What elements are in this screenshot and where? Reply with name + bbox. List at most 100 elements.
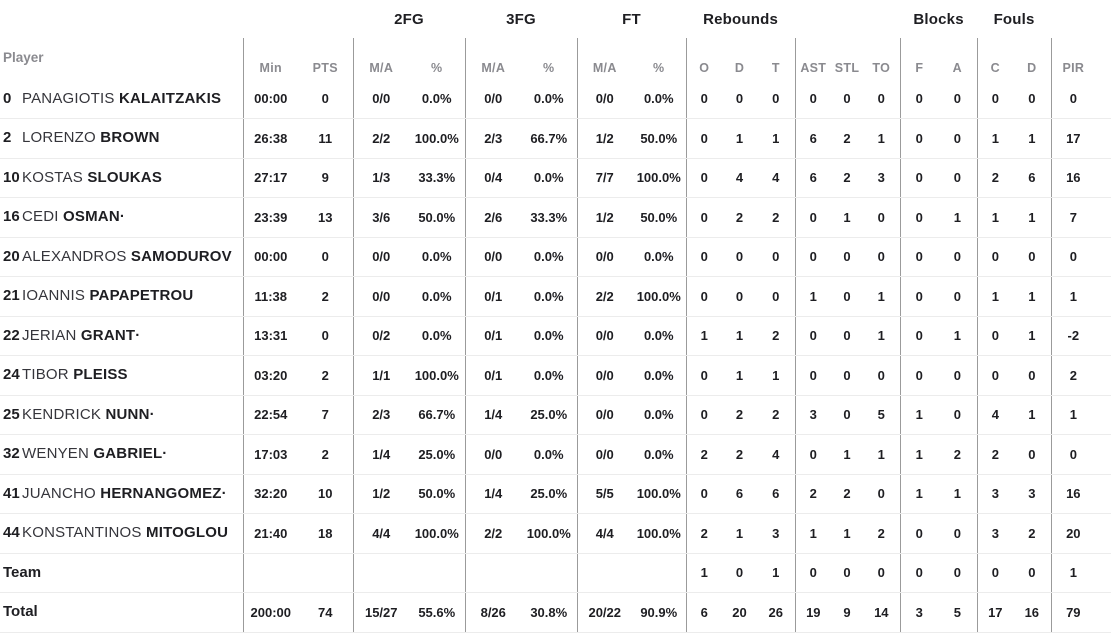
player-row: 21 IOANNIS PAPAPETROU 11:38 2 0/0 0.0% 0/1 0.0%… [0,276,1111,317]
min-cell: 26:38 [242,118,298,159]
total-row: Total 200:00 74 15/27 55.6% 8/26 30.8% 20/22 90.… [0,592,1111,633]
row-label: Team [3,563,42,581]
col-header-ast: AST [794,38,832,79]
fg3-ma-cell [464,553,521,593]
reb-t-cell: 6 [757,474,796,514]
ft-pct-cell: 100.0% [632,474,687,514]
col-header-pir: PIR [1050,38,1111,79]
min-cell: 00:00 [242,237,298,277]
fg2-pct-cell: 50.0% [409,197,465,238]
group-header-spacer-aststlto [795,0,900,38]
pir-cell: 16 [1050,158,1111,198]
fg2-ma-cell: 15/27 [352,592,409,633]
min-cell: 11:38 [242,276,298,317]
reb-d-cell: 0 [722,79,758,119]
col-header-2fg-pct: % [431,61,443,75]
fg3-ma-cell: 2/3 [464,118,521,159]
foul-d-cell: 1 [1013,197,1052,238]
player-row: 16 CEDI OSMAN· 23:39 13 3/6 50.0% 2/6 33.3% 1/2 5… [0,197,1111,238]
reb-d-cell: 1 [722,513,758,554]
player-first-name: ALEXANDROS [22,247,131,265]
player-cell: 20 ALEXANDROS SAMODUROV [0,237,243,277]
player-cell: 25 KENDRICK NUNN· [0,395,243,435]
pir-cell: 17 [1050,118,1111,159]
foul-c-cell: 2 [976,158,1014,198]
fg2-ma-cell [352,553,409,593]
min-cell [242,553,298,593]
col-header-3fg-ma: M/A [464,38,521,79]
reb-o-cell: 2 [685,513,723,554]
stl-cell: 0 [831,79,864,119]
pts-cell: 11 [298,118,353,159]
reb-d-cell: 1 [722,316,758,356]
reb-o-cell: 0 [685,474,723,514]
foul-c-cell: 0 [976,553,1014,593]
pir-cell: 79 [1050,592,1111,633]
to-cell: 14 [863,592,901,633]
reb-t-cell: 0 [757,237,796,277]
player-row: 24 TIBOR PLEISS 03:20 2 1/1 100.0% 0/1 0.0% 0/0 0… [0,355,1111,396]
player-last-name: GRANT· [80,326,141,344]
player-number: 32 [3,445,20,463]
reb-t-cell: 26 [757,592,796,633]
reb-o-cell: 0 [685,237,723,277]
blk-f-cell: 0 [899,553,939,593]
fg3-ma-cell: 0/1 [464,355,521,396]
foul-c-cell: 3 [976,474,1014,514]
player-row: 41 JUANCHO HERNANGOMEZ· 32:20 10 1/2 50.0% 1/4… [0,474,1111,514]
min-cell: 13:31 [242,316,298,356]
reb-d-cell: 20 [722,592,758,633]
min-cell: 21:40 [242,513,298,554]
foul-d-cell: 3 [1013,474,1052,514]
fg2-pct-cell: 50.0% [409,474,465,514]
fg3-pct-cell: 0.0% [521,276,577,317]
pts-cell: 2 [298,434,353,475]
fg2-pct-cell: 0.0% [409,79,465,119]
col-header-reb-t: T [771,61,780,75]
reb-o-cell: 1 [685,553,723,593]
ft-ma-cell: 2/2 [576,276,632,317]
blk-f-cell: 1 [899,434,939,475]
col-header-blk-a: A [952,61,962,75]
foul-d-cell: 1 [1013,118,1052,159]
foul-c-cell: 1 [976,118,1014,159]
player-cell: 41 JUANCHO HERNANGOMEZ· [0,474,243,514]
blk-a-cell: 0 [938,158,978,198]
fg2-ma-cell: 0/2 [352,316,409,356]
fg3-pct-cell: 30.8% [521,592,577,633]
stl-cell: 0 [831,395,864,435]
fg2-ma-cell: 0/0 [352,237,409,277]
min-cell: 23:39 [242,197,298,238]
fg2-ma-cell: 0/0 [352,276,409,317]
pts-cell [298,553,353,593]
pts-cell: 9 [298,158,353,198]
player-row: 20 ALEXANDROS SAMODUROV 00:00 0 0/0 0.0% 0/0 0.… [0,237,1111,277]
pir-cell: 1 [1050,553,1111,593]
player-column-header: Player [3,50,44,65]
reb-t-cell: 1 [757,355,796,396]
reb-t-cell: 1 [757,553,796,593]
reb-o-cell: 0 [685,79,723,119]
foul-c-cell: 1 [976,276,1014,317]
fg3-pct-cell: 0.0% [521,355,577,396]
ft-pct-cell: 0.0% [632,355,687,396]
blk-f-cell: 0 [899,276,939,317]
group-header-rebounds: Rebounds [703,10,778,28]
player-last-name: OSMAN· [63,208,126,226]
blk-f-cell: 0 [899,197,939,238]
fg3-ma-cell: 1/4 [464,474,521,514]
ft-pct-cell: 50.0% [632,197,687,238]
to-cell: 1 [863,118,901,159]
reb-d-cell: 4 [722,158,758,198]
player-cell: 2 LORENZO BROWN [0,118,243,159]
fg3-pct-cell: 25.0% [521,395,577,435]
fg3-pct-cell: 0.0% [521,237,577,277]
ft-ma-cell: 0/0 [576,237,632,277]
foul-d-cell: 1 [1013,395,1052,435]
pts-cell: 74 [298,592,353,633]
foul-c-cell: 0 [976,79,1014,119]
col-header-to: TO [872,61,891,75]
player-last-name: MITOGLOU [146,524,229,542]
to-cell: 1 [863,316,901,356]
blk-a-cell: 5 [938,592,978,633]
